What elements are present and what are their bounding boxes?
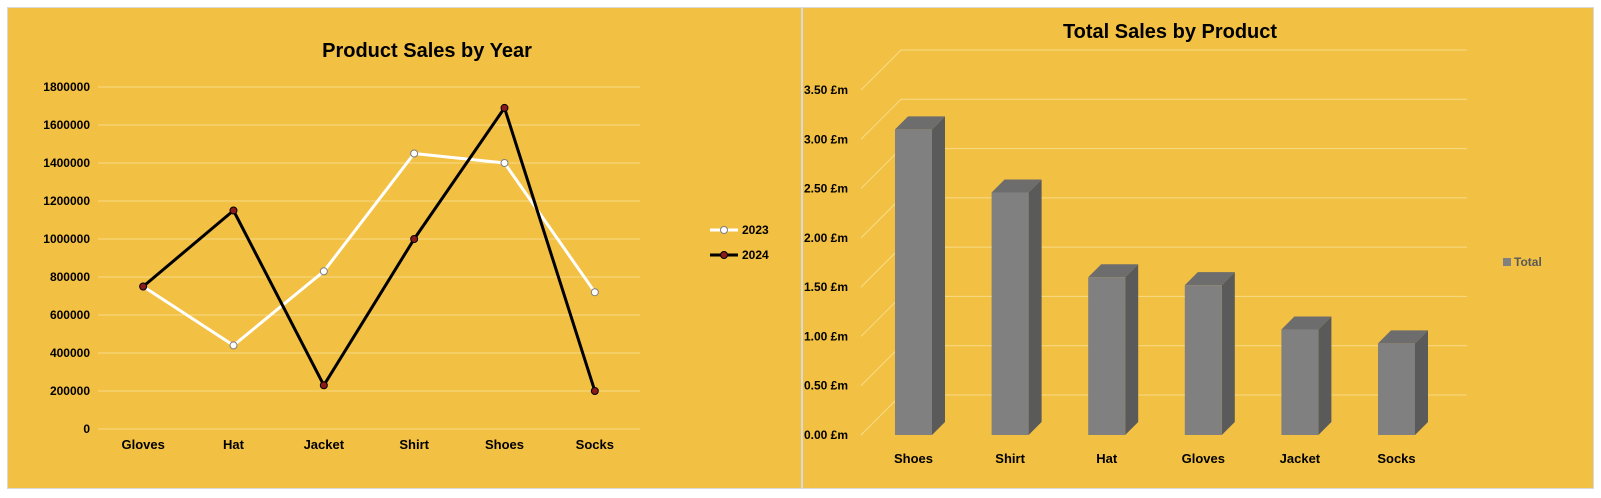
y-tick-label: 3.50 £m	[804, 83, 848, 97]
data-point-2024	[229, 206, 238, 215]
y-tick-label: 3.00 £m	[804, 132, 848, 146]
bar-top	[1378, 330, 1428, 344]
bar-socks	[1378, 330, 1428, 435]
bar-front	[1088, 277, 1126, 435]
bar-side	[1221, 272, 1235, 435]
bar-top	[1184, 272, 1235, 286]
series-line-2023	[142, 152, 597, 347]
bar-chart-panel: 0.00 £m 0.50 £m 1.00 £m 1.50 £m 2.00 £m 2.50 …	[802, 7, 1594, 489]
y-tick-label: 1600000	[43, 118, 90, 132]
legend-label: 2023	[742, 223, 769, 237]
bar-top	[991, 179, 1042, 193]
x-tick-label: Jacket	[304, 437, 345, 452]
bar-top	[895, 116, 945, 130]
x-tick-label: Socks	[1377, 451, 1415, 466]
gridline	[860, 98, 1467, 140]
line-chart-panel: 0 200000 400000 600000 800000 1000000 1200000 1…	[7, 7, 802, 489]
bar-hat	[1088, 264, 1139, 435]
bar-front	[1184, 285, 1222, 435]
chart-background	[8, 8, 801, 488]
bar-side	[1028, 179, 1042, 435]
y-tick-label: 400000	[50, 346, 90, 360]
legend-swatch	[1503, 258, 1511, 266]
y-tick-label: 800000	[50, 270, 90, 284]
data-point-2024	[590, 387, 599, 395]
bar-side	[1125, 264, 1139, 435]
series-line-2024	[142, 106, 597, 392]
y-tick-label: 0.50 £m	[804, 379, 848, 393]
bar-side	[1318, 316, 1332, 435]
x-tick-label: Shoes	[485, 437, 524, 452]
bar-gloves	[1184, 272, 1235, 435]
data-point-2024	[410, 235, 419, 243]
data-point-2023	[229, 341, 238, 350]
data-point-2023	[500, 159, 509, 167]
y-tick-label: 200000	[50, 384, 90, 398]
x-tick-label: Gloves	[1182, 451, 1225, 466]
bar-jacket	[1281, 316, 1332, 435]
data-point-2024	[319, 381, 328, 390]
x-tick-label: Shirt	[399, 437, 429, 452]
data-point-2023	[590, 288, 599, 297]
bar-front	[1281, 329, 1319, 435]
y-tick-label: 2.50 £m	[804, 182, 848, 196]
line-chart: 0 200000 400000 600000 800000 1000000 1200000 1…	[8, 8, 801, 488]
y-tick-label: 1000000	[43, 232, 90, 246]
x-tick-label: Shoes	[894, 451, 933, 466]
legend-marker	[720, 251, 728, 259]
x-tick-label: Socks	[576, 437, 614, 452]
x-tick-label: Hat	[223, 437, 245, 452]
bar-chart: 0.00 £m 0.50 £m 1.00 £m 1.50 £m 2.00 £m 2.50 …	[803, 8, 1593, 488]
y-tick-label: 1400000	[43, 156, 90, 170]
bar-top	[1088, 264, 1139, 278]
y-tick-label: 0	[83, 422, 90, 436]
y-tick-label: 1.50 £m	[804, 280, 848, 294]
chart-title: Total Sales by Product	[1063, 21, 1277, 43]
y-tick-label: 2.00 £m	[804, 231, 848, 245]
legend-marker	[720, 226, 728, 234]
x-tick-label: Jacket	[1280, 451, 1321, 466]
gridline	[860, 49, 1467, 91]
x-tick-label: Gloves	[121, 437, 164, 452]
data-point-2023	[319, 267, 328, 276]
bar-front	[991, 192, 1029, 435]
bar-shoes	[895, 116, 945, 435]
y-tick-label: 1800000	[43, 80, 90, 94]
y-tick-label: 600000	[50, 308, 90, 322]
bar-side	[932, 116, 945, 435]
bar-front	[1378, 343, 1415, 435]
bar-front	[895, 129, 932, 435]
bar-top	[1281, 316, 1332, 330]
bar-shirt	[991, 179, 1042, 435]
legend-label: 2024	[742, 248, 769, 262]
legend-label: Total	[1514, 255, 1542, 269]
y-tick-label: 0.00 £m	[804, 428, 848, 442]
chart-title: Product Sales by Year	[322, 40, 532, 62]
x-tick-label: Hat	[1096, 451, 1118, 466]
x-tick-label: Shirt	[995, 451, 1025, 466]
y-tick-label: 1200000	[43, 194, 90, 208]
bar-side	[1415, 330, 1428, 435]
y-tick-label: 1.00 £m	[804, 329, 848, 343]
data-point-2023	[410, 149, 419, 158]
data-point-2024	[500, 103, 509, 112]
data-point-2024	[139, 282, 148, 291]
